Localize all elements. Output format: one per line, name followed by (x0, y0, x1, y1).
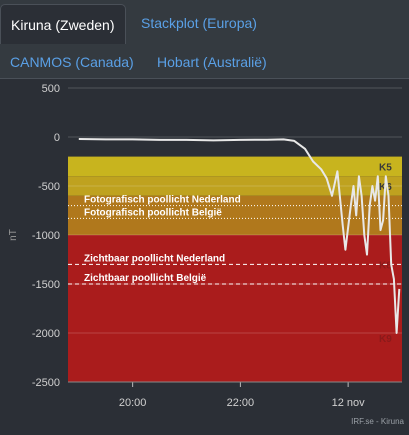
tab-bar-secondary: CANMOS (Canada) Hobart (Australië) (0, 44, 409, 79)
tab-stackplot[interactable]: Stackplot (Europa) (141, 15, 257, 31)
y-tick-label: -1500 (32, 279, 60, 291)
threshold-label: Zichtbaar poollicht Nederland (84, 253, 225, 264)
y-tick-label: 500 (42, 83, 60, 95)
threshold-label: Zichtbaar poollicht België (84, 273, 207, 284)
y-tick-label: -2500 (32, 377, 60, 389)
tab-bar-primary: Kiruna (Zweden) Stackplot (Europa) (0, 0, 409, 45)
threshold-label: Fotografisch poollicht België (84, 207, 222, 218)
y-tick-label: 0 (54, 132, 60, 144)
y-tick-label: -500 (38, 181, 60, 193)
magnetometer-series-line (78, 138, 401, 334)
x-tick-label: 22:00 (227, 397, 255, 409)
chart-svg: 500 0 -500 -1000 -1500 -2000 -2500 nT 20:00 22:00… (8, 83, 405, 426)
magnetometer-chart: 500 0 -500 -1000 -1500 -2000 -2500 nT 20:00 22:00… (0, 78, 409, 430)
y-axis-label: nT (8, 229, 19, 241)
activity-band (68, 235, 402, 382)
k-index-label: K5 (379, 162, 392, 173)
k-index-label: K8 (379, 260, 392, 271)
tab-canmos[interactable]: CANMOS (Canada) (10, 54, 134, 70)
watermark: IRF.se - Kiruna (351, 417, 404, 426)
activity-band (68, 176, 402, 196)
tab-hobart[interactable]: Hobart (Australië) (157, 54, 267, 70)
x-tick-label: 20:00 (119, 397, 147, 409)
y-tick-label: -2000 (32, 328, 60, 340)
activity-band (68, 195, 402, 235)
threshold-label: Fotografisch poollicht Nederland (84, 195, 241, 206)
k-index-label: K9 (379, 334, 392, 345)
x-tick-label: 12 nov (332, 397, 366, 409)
tab-kiruna[interactable]: Kiruna (Zweden) (0, 4, 126, 45)
y-tick-label: -1000 (32, 230, 60, 242)
activity-band (68, 156, 402, 177)
